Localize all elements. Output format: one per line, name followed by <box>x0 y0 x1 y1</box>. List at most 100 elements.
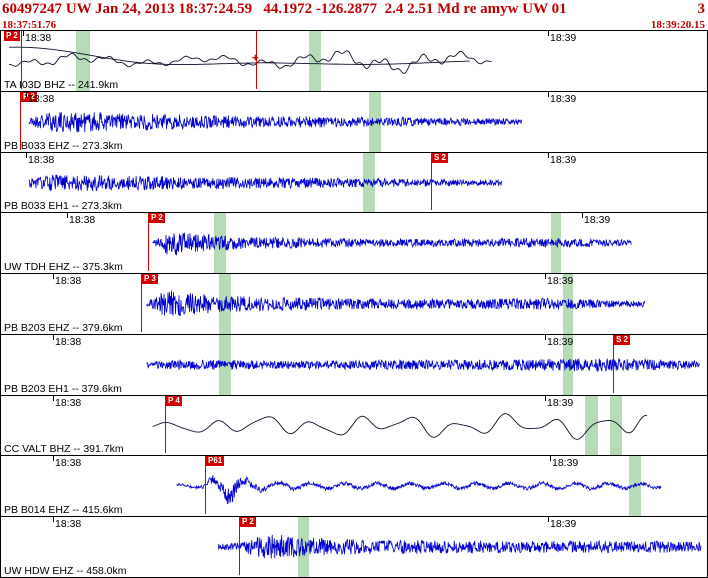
tick-mark <box>26 152 27 158</box>
tick-mark <box>53 517 54 523</box>
waveform-plot <box>146 290 646 317</box>
trace-panel[interactable]: P61 18:38 18:39 PB B014 EHZ -- 415.6km <box>0 455 708 518</box>
pick-overlay-layer: P61 <box>1 456 707 516</box>
phase-pick-line[interactable] <box>613 334 614 393</box>
tick-label: 18:38 <box>55 457 82 470</box>
phase-pick-flag[interactable]: P61 <box>206 456 225 467</box>
trace-line <box>176 475 662 505</box>
tick-mark <box>53 456 54 462</box>
station-label: PB B203 EH1 -- 379.6km <box>4 382 122 395</box>
phase-pick-flag[interactable]: P 4 <box>166 395 182 406</box>
pick-overlay-layer: S 2 <box>1 152 707 213</box>
tick-label: 18:39 <box>550 518 577 531</box>
tick-mark <box>548 91 549 97</box>
tick-mark <box>548 517 549 523</box>
tick-mark <box>53 334 54 340</box>
phase-pick-line[interactable] <box>148 213 149 272</box>
window-end-time: 18:39:20.15 <box>650 19 705 31</box>
pick-overlay-layer: P 2 <box>1 91 707 152</box>
station-label: UW HDW EHZ -- 458.0km <box>4 565 127 578</box>
pick-overlay-layer: P 4 <box>1 395 707 456</box>
trace-line <box>146 357 701 373</box>
tick-label: 18:38 <box>55 335 82 348</box>
tick-label: 18:38 <box>25 32 52 44</box>
tick-mark <box>548 31 549 36</box>
trace-panel[interactable]: P 3 18:38 18:39 PB B203 EHZ -- 379.6km <box>0 273 708 335</box>
highlight-band <box>76 31 90 91</box>
trace-line <box>28 111 522 133</box>
waveform-plot <box>176 475 662 505</box>
trace-panel[interactable]: P 2 + 18:38 18:39 TA I03D BHZ -- 241.9km <box>0 30 708 92</box>
waveform-plot <box>146 357 701 373</box>
tick-label: 18:38 <box>55 518 82 531</box>
station-label: PB B203 EHZ -- 379.6km <box>4 321 123 334</box>
tick-mark <box>582 213 583 219</box>
station-label: TA I03D BHZ -- 241.9km <box>4 78 119 91</box>
waveform-plot <box>28 111 522 133</box>
tick-mark <box>545 334 546 340</box>
pick-overlay-layer: S 2 <box>1 334 707 395</box>
trace-line <box>8 46 470 66</box>
trace-line <box>217 535 702 559</box>
waveform-plot <box>152 233 632 256</box>
event-title: 60497247 UW Jan 24, 2013 18:37:24.59 44.… <box>2 1 567 17</box>
tick-label: 18:38 <box>69 214 96 227</box>
phase-pick-line[interactable] <box>239 517 240 576</box>
trace-line <box>152 412 648 440</box>
waveform-plot <box>8 46 492 75</box>
tick-label: 18:39 <box>550 32 577 44</box>
tick-label: 18:39 <box>550 153 577 166</box>
trace-panel[interactable]: P 2 18:38 18:39 UW TDH EHZ -- 375.3km <box>0 212 708 275</box>
trace-line <box>8 50 492 75</box>
tick-label: 18:38 <box>28 153 55 166</box>
pick-overlay-layer: P 3 <box>1 274 707 334</box>
tick-mark <box>53 274 54 280</box>
phase-pick-flag[interactable]: S 2 <box>432 152 449 163</box>
tick-label: 18:38 <box>55 396 82 409</box>
waveform-plot <box>152 412 648 440</box>
station-label: CC VALT BHZ -- 391.7km <box>4 443 124 456</box>
tick-label: 18:39 <box>552 457 579 470</box>
tick-label: 18:39 <box>550 92 577 105</box>
phase-pick-flag[interactable]: P 3 <box>142 274 158 285</box>
phase-pick-flag[interactable]: P 2 <box>240 517 256 528</box>
tick-mark <box>545 274 546 280</box>
waveform-plot <box>28 174 502 191</box>
trace-panel[interactable]: S 2 18:38 18:39 PB B203 EH1 -- 379.6km <box>0 333 708 396</box>
phase-pick-line[interactable] <box>20 91 21 150</box>
trace-panel[interactable]: P 2 18:38 18:39 PB B033 EHZ -- 273.3km <box>0 90 708 153</box>
phase-pick-line[interactable] <box>21 31 22 89</box>
highlight-band <box>309 31 321 91</box>
phase-pick-flag[interactable]: P 2 <box>21 91 37 102</box>
highlight-band <box>610 395 622 456</box>
tick-mark <box>545 395 546 401</box>
tick-mark <box>548 152 549 158</box>
phase-pick-line[interactable] <box>205 456 206 515</box>
window-start-time: 18:37:51.76 <box>2 19 57 31</box>
tick-mark <box>550 456 551 462</box>
waveform-plot <box>217 535 702 559</box>
tick-label: 18:38 <box>28 92 55 105</box>
phase-pick-flag[interactable]: P 2 <box>149 213 165 224</box>
phase-pick-flag[interactable]: P 2 <box>4 31 20 41</box>
tick-mark <box>53 395 54 401</box>
phase-pick-line[interactable] <box>431 152 432 211</box>
trace-panel[interactable]: P 4 18:38 18:39 CC VALT BHZ -- 391.7km <box>0 394 708 457</box>
station-label: UW TDH EHZ -- 375.3km <box>4 261 123 274</box>
trace-panel[interactable]: P 2 18:38 18:39 UW HDW EHZ -- 458.0km <box>0 516 708 578</box>
trace-line <box>152 233 632 256</box>
header: 60497247 UW Jan 24, 2013 18:37:24.59 44.… <box>0 0 708 31</box>
phase-pick-line[interactable] <box>141 274 142 332</box>
pick-overlay-layer: P 2 + <box>1 31 707 91</box>
station-label: PB B014 EHZ -- 415.6km <box>4 504 123 517</box>
tick-label: 18:39 <box>584 214 611 227</box>
phase-pick-flag[interactable]: S 2 <box>614 334 631 345</box>
cursor-cross-marker: + <box>252 51 259 64</box>
station-label: PB B033 EH1 -- 273.3km <box>4 200 122 213</box>
pick-overlay-layer: P 2 <box>1 213 707 273</box>
phase-pick-line[interactable] <box>165 395 166 454</box>
header-line1: 60497247 UW Jan 24, 2013 18:37:24.59 44.… <box>2 1 705 18</box>
time-cursor-line <box>256 31 257 89</box>
trace-panel[interactable]: S 2 18:38 18:39 PB B033 EH1 -- 273.3km <box>0 151 708 214</box>
